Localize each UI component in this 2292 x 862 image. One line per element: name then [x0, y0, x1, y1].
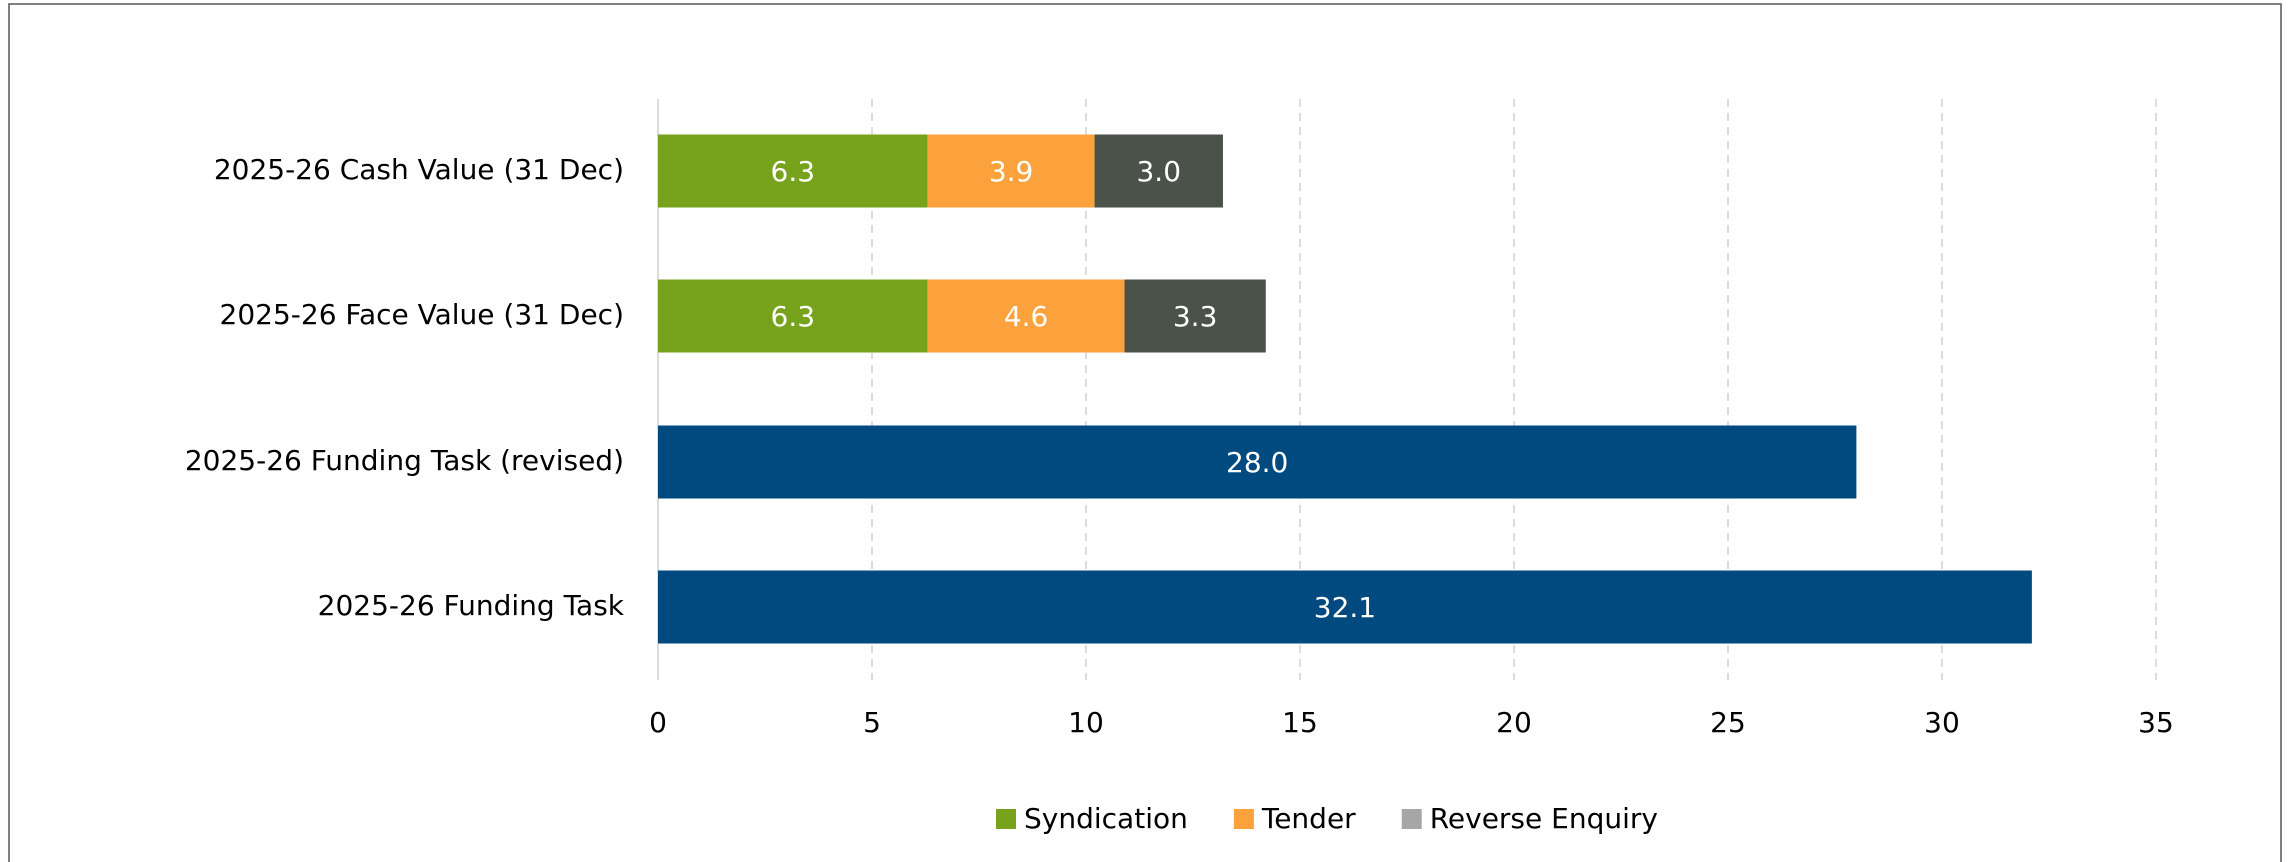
y-tick-label: 2025-26 Funding Task	[318, 589, 625, 622]
bar-segment	[927, 279, 1125, 353]
x-tick-label: 0	[649, 706, 667, 739]
bar-segment	[658, 425, 1857, 499]
legend-label: Tender	[1261, 802, 1356, 835]
bar-segment	[927, 134, 1095, 208]
legend-swatch	[996, 809, 1017, 829]
y-tick-label: 2025-26 Funding Task (revised)	[185, 444, 624, 477]
data-label: 3.9	[989, 155, 1034, 188]
x-tick-label: 5	[863, 706, 881, 739]
legend-swatch	[1233, 809, 1254, 829]
data-label: 28.0	[1226, 446, 1288, 479]
y-tick-label: 2025-26 Face Value (31 Dec)	[220, 298, 624, 331]
legend-swatch	[1401, 809, 1422, 829]
data-label: 32.1	[1314, 591, 1376, 624]
data-label: 6.3	[771, 155, 816, 188]
data-label: 3.3	[1173, 300, 1218, 333]
x-tick-label: 20	[1496, 706, 1532, 739]
x-tick-label: 30	[1924, 706, 1960, 739]
y-tick-label: 2025-26 Cash Value (31 Dec)	[214, 153, 624, 186]
x-tick-label: 25	[1710, 706, 1746, 739]
bar-segment	[658, 134, 928, 208]
data-label: 4.6	[1004, 300, 1049, 333]
x-tick-label: 15	[1282, 706, 1318, 739]
bar-segment	[1094, 134, 1223, 208]
bar-segment	[658, 570, 2032, 644]
x-tick-label: 35	[2138, 706, 2174, 739]
legend-label: Syndication	[1024, 802, 1188, 835]
bar-segment	[1124, 279, 1266, 353]
x-tick-label: 10	[1068, 706, 1104, 739]
data-label: 6.3	[771, 300, 816, 333]
bar-segment	[658, 279, 928, 353]
legend-label: Reverse Enquiry	[1430, 802, 1658, 835]
data-label: 3.0	[1136, 155, 1181, 188]
